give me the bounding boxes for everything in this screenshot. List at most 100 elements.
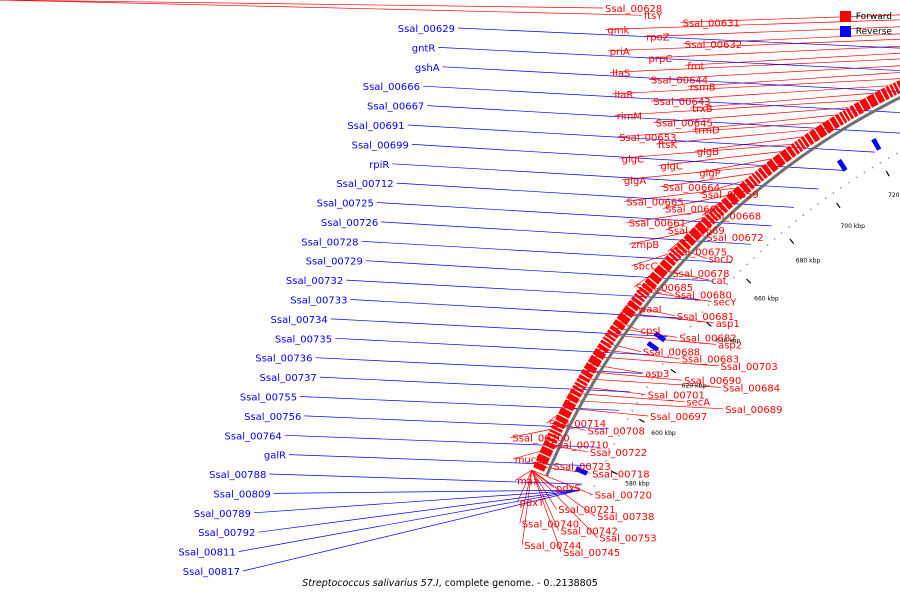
- forward-leader-line: [680, 14, 900, 23]
- reverse-gene-feature: [653, 331, 667, 343]
- forward-gene-feature: [676, 242, 688, 254]
- forward-leader-line: [531, 470, 559, 531]
- forward-leader-line: [665, 217, 704, 231]
- guide-dot: [695, 318, 698, 321]
- forward-gene-feature: [659, 259, 673, 272]
- forward-gene-label: secA: [686, 398, 710, 409]
- guide-dot: [817, 203, 820, 205]
- forward-leader-line: [517, 470, 533, 503]
- guide-dot: [766, 244, 769, 247]
- forward-gene-label: Ssal_00643: [653, 97, 710, 108]
- forward-gene-label: Ssal_00631: [683, 18, 740, 29]
- forward-gene-label: ftsK: [658, 140, 677, 151]
- guide-dot: [641, 394, 643, 396]
- reverse-gene-label: Ssal_00755: [240, 393, 297, 404]
- guide-dot: [752, 257, 755, 259]
- forward-gene-label: Ssal_00690: [684, 376, 741, 387]
- forward-gene-label: Ssal_00740: [522, 519, 579, 530]
- forward-leader-line: [561, 407, 649, 417]
- forward-gene-feature: [535, 453, 550, 466]
- forward-gene-feature: [838, 111, 848, 124]
- guide-dot: [667, 355, 669, 358]
- forward-gene-label: glgP: [699, 169, 721, 180]
- forward-gene-label: Ssal_00688: [643, 348, 700, 359]
- guide-dot: [855, 176, 858, 179]
- reverse-gene-label: Ssal_00736: [255, 354, 312, 365]
- guide-dot: [879, 161, 882, 164]
- forward-gene-feature: [612, 319, 626, 331]
- tick-label: 640 kbp: [716, 338, 741, 345]
- forward-gene-feature: [804, 132, 815, 146]
- forward-gene-feature: [822, 119, 835, 134]
- forward-gene-label: Ssal_00659: [702, 190, 759, 201]
- forward-leader-line: [658, 151, 782, 166]
- reverse-leader-line: [407, 124, 876, 153]
- reverse-gene-label: Ssal_00691: [347, 121, 404, 132]
- forward-gene-feature: [644, 277, 657, 290]
- forward-gene-label: glgA: [624, 176, 646, 187]
- forward-leader-line: [687, 72, 900, 88]
- guide-dot: [646, 386, 648, 389]
- forward-gene-label: Ssal_00708: [588, 426, 645, 437]
- legend-reverse: Reverse: [839, 24, 892, 39]
- forward-gene-feature: [552, 420, 566, 430]
- forward-gene-feature: [633, 292, 645, 303]
- guide-dot: [780, 232, 783, 234]
- tick-label: 580 kbp: [625, 480, 650, 487]
- guide-dot: [597, 476, 600, 479]
- guide-dot: [613, 443, 616, 445]
- forward-gene-label: priA: [610, 47, 630, 58]
- forward-gene-label: prpC: [649, 54, 673, 65]
- forward-gene-feature: [550, 425, 563, 433]
- forward-gene-label: asp2: [718, 340, 742, 351]
- forward-leader-line: [685, 52, 900, 66]
- forward-leader-line: [626, 209, 712, 224]
- reverse-leader-line: [304, 415, 609, 430]
- guide-dot: [726, 283, 729, 286]
- forward-leader-line: [646, 45, 900, 59]
- tick-mark: [638, 418, 645, 423]
- reverse-leader-line: [273, 489, 580, 494]
- guide-dot: [720, 290, 722, 292]
- forward-gene-feature: [606, 329, 619, 339]
- guide-dot: [661, 363, 664, 365]
- forward-gene-feature: [587, 354, 602, 368]
- forward-gene-label: Ssal_00644: [651, 76, 708, 87]
- forward-gene-label: Ssal_00684: [723, 383, 780, 394]
- forward-gene-feature: [545, 435, 558, 444]
- reverse-gene-label: Ssal_00737: [260, 373, 317, 384]
- guide-dot: [601, 468, 603, 470]
- guide-dot: [840, 186, 842, 189]
- forward-gene-label: Ssal_00683: [682, 355, 739, 366]
- forward-gene-feature: [772, 153, 786, 168]
- guide-dot: [622, 426, 625, 429]
- forward-leader-line: [621, 165, 763, 181]
- reverse-leader-line: [242, 489, 580, 572]
- forward-leader-line: [663, 195, 728, 209]
- forward-gene-label: cpsJ: [641, 326, 661, 337]
- guide-dot: [847, 181, 850, 184]
- forward-gene-label: Ssal_00701: [648, 391, 705, 402]
- forward-gene-feature: [714, 205, 725, 217]
- forward-gene-label: Ssal_00745: [563, 548, 620, 559]
- forward-gene-label: pdxS: [556, 484, 581, 495]
- reverse-gene-label: Ssal_00699: [352, 140, 409, 151]
- reverse-gene-label: gntR: [412, 43, 436, 54]
- forward-gene-label: Ssal_00664: [663, 183, 720, 194]
- forward-gene-label: Ssal_00672: [706, 233, 763, 244]
- reverse-gene-label: Ssal_00712: [336, 179, 393, 190]
- forward-gene-feature: [808, 129, 821, 143]
- forward-gene-feature: [794, 140, 804, 153]
- forward-gene-label: Ssal_00720: [595, 491, 652, 502]
- forward-gene-label: glgC: [622, 154, 644, 165]
- forward-gene-feature: [664, 255, 677, 267]
- forward-gene-feature: [539, 445, 554, 458]
- reverse-leader-line: [392, 163, 819, 190]
- guide-dot: [713, 297, 716, 299]
- reverse-leader-line: [438, 47, 900, 71]
- reverse-gene-label: Ssal_00792: [198, 528, 255, 539]
- reverse-gene-label: Ssal_00817: [183, 567, 240, 578]
- tick-label: 720 kbp: [888, 192, 900, 199]
- forward-leader-line: [546, 414, 558, 424]
- forward-leader-line: [660, 173, 753, 188]
